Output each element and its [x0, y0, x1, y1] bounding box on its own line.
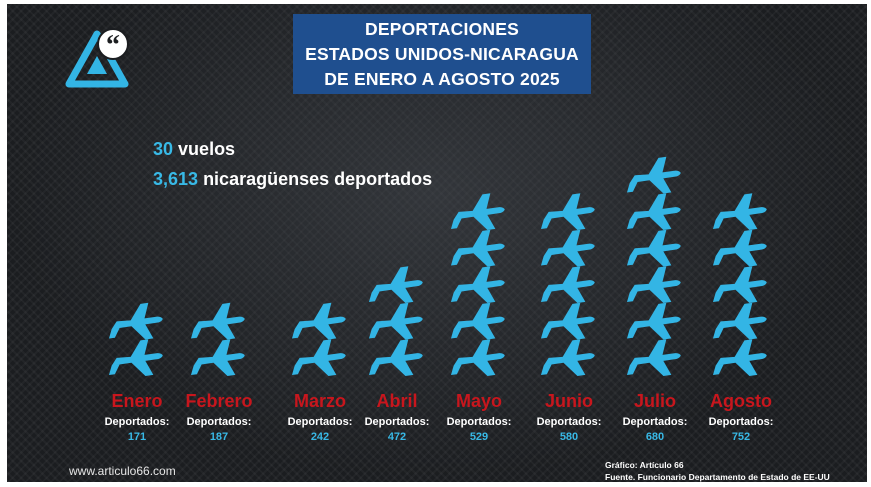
deported-text: nicaragüenses deportados — [203, 169, 433, 189]
airplane-icon-agosto-3 — [712, 266, 767, 303]
deported-value-julio: 680 — [646, 431, 664, 443]
deported-value-abril: 472 — [388, 431, 406, 443]
month-label-agosto: Agosto — [710, 391, 772, 411]
airplane-icon-mayo-3 — [450, 266, 505, 303]
title-line-2: ESTADOS UNIDOS-NICARAGUA — [305, 43, 579, 64]
deported-label-abril: Deportados: — [365, 416, 430, 428]
deported-label-junio: Deportados: — [537, 416, 602, 428]
airplane-icon-agosto-1 — [712, 339, 767, 376]
airplane-icon-julio-5 — [626, 193, 681, 230]
month-label-marzo: Marzo — [294, 391, 346, 411]
deported-label-enero: Deportados: — [105, 416, 170, 428]
airplane-icon-mayo-1 — [450, 339, 505, 376]
deported-value-mayo: 529 — [470, 431, 488, 443]
deported-stat: 3,613 nicaragüenses deportados — [153, 164, 432, 194]
airplane-icon-agosto-5 — [712, 193, 767, 230]
airplane-icon-junio-4 — [540, 229, 595, 267]
airplane-icon-febrero-1 — [190, 339, 245, 376]
month-label-enero: Enero — [111, 391, 162, 411]
credit-text: Gráfico: Artículo 66 — [605, 460, 684, 470]
month-label-abril: Abril — [376, 391, 417, 411]
airplane-icon-junio-3 — [540, 266, 595, 303]
deported-label-febrero: Deportados: — [187, 416, 252, 428]
airplane-icon-julio-4 — [626, 229, 681, 267]
month-label-julio: Julio — [634, 391, 676, 411]
title-line-3: DE ENERO A AGOSTO 2025 — [324, 68, 560, 89]
airplane-icon-marzo-2 — [291, 302, 346, 340]
summary-stats: 30 vuelos 3,613 nicaragüenses deportados — [153, 134, 432, 194]
airplane-icon-julio-3 — [626, 266, 681, 303]
airplane-icon-mayo-4 — [450, 229, 505, 267]
flights-value: 30 — [153, 139, 174, 159]
airplane-icon-mayo-2 — [450, 302, 505, 340]
deported-value-junio: 580 — [560, 431, 578, 443]
source-text: Fuente. Funcionario Departamento de Esta… — [605, 472, 830, 482]
deported-value-marzo: 242 — [311, 431, 329, 443]
airplane-icon-marzo-1 — [291, 339, 346, 376]
airplane-icon-junio-5 — [540, 193, 595, 230]
deported-label-marzo: Deportados: — [288, 416, 353, 428]
airplane-icon-abril-1 — [368, 339, 423, 376]
airplane-icon-julio-6 — [626, 156, 681, 194]
website-link[interactable]: www.articulo66.com — [69, 464, 176, 478]
title-banner: DEPORTACIONES ESTADOS UNIDOS-NICARAGUA D… — [293, 14, 591, 94]
deported-label-julio: Deportados: — [623, 416, 688, 428]
deported-value-agosto: 752 — [732, 431, 750, 443]
airplane-icon-febrero-2 — [190, 302, 245, 340]
deported-value-enero: 171 — [128, 431, 146, 443]
title-line-1: DEPORTACIONES — [365, 18, 519, 39]
airplane-icon-junio-1 — [540, 339, 595, 376]
deported-value: 3,613 — [153, 169, 199, 189]
flights-text: vuelos — [178, 139, 236, 159]
flights-pictograph-chart: Enero Deportados: 171 Febrero Deportados: 187… — [105, 156, 774, 443]
month-label-junio: Junio — [545, 391, 593, 411]
airplane-icon-abril-2 — [368, 302, 423, 340]
airplane-icon-julio-1 — [626, 339, 681, 376]
flights-stat: 30 vuelos — [153, 134, 432, 164]
airplane-icon-mayo-5 — [450, 193, 505, 230]
deported-label-mayo: Deportados: — [447, 416, 512, 428]
infographic: “ DEPORTACIONES ESTADOS UNIDOS-NICARAGUA… — [7, 4, 867, 482]
month-label-febrero: Febrero — [185, 391, 252, 411]
source-note: Gráfico: Artículo 66 Fuente. Funcionario… — [605, 459, 830, 482]
airplane-icon-junio-2 — [540, 302, 595, 340]
month-label-mayo: Mayo — [456, 391, 502, 411]
airplane-icon-agosto-2 — [712, 302, 767, 340]
deported-label-agosto: Deportados: — [709, 416, 774, 428]
articulo66-logo-icon: “ — [65, 28, 129, 88]
airplane-icon-enero-1 — [108, 339, 163, 376]
airplane-icon-agosto-4 — [712, 229, 767, 267]
airplane-icon-enero-2 — [108, 302, 163, 340]
svg-text:“: “ — [106, 30, 120, 61]
deported-value-febrero: 187 — [210, 431, 228, 443]
airplane-icon-julio-2 — [626, 302, 681, 340]
airplane-icon-abril-3 — [368, 266, 423, 303]
